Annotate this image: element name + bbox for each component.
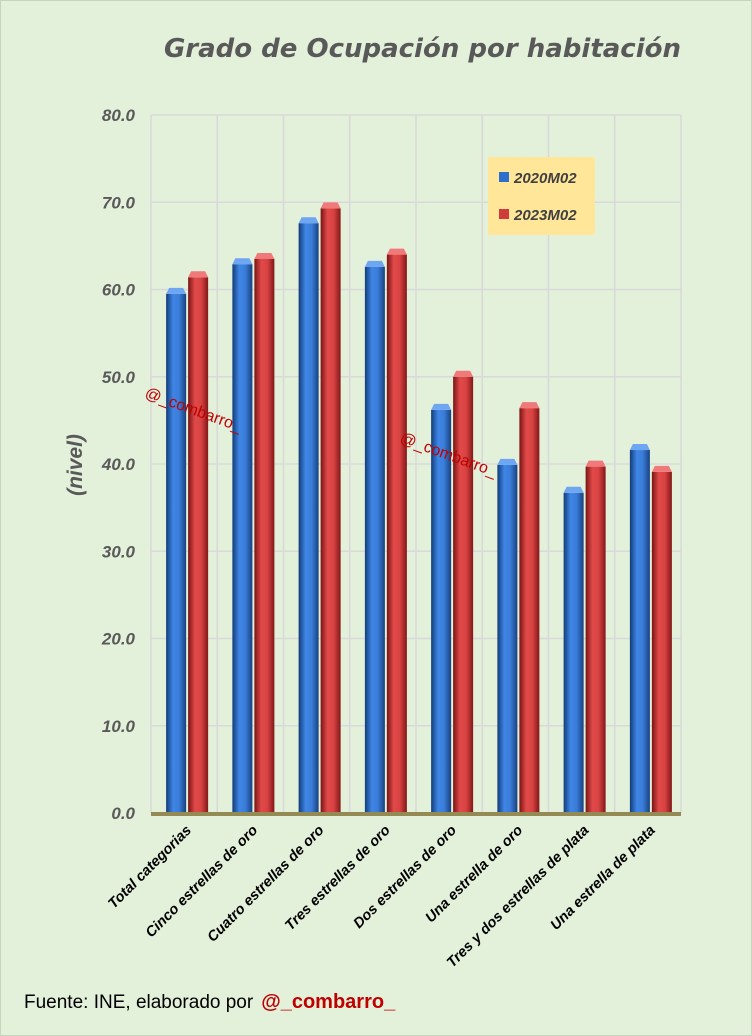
bar-cap-2023M02-8	[651, 465, 672, 472]
footer-handle: @_combarro_	[261, 991, 396, 1013]
bar-cap-2020M02-4	[364, 260, 385, 267]
bar-2020M02-7	[563, 492, 584, 813]
bar-cap-2023M02-7	[585, 460, 606, 467]
bar-2023M02-4	[386, 254, 407, 814]
bar-cap-2020M02-2	[232, 258, 253, 265]
bar-2023M02-1	[188, 277, 209, 813]
bar-cap-2023M02-2	[254, 252, 275, 259]
bar-2020M02-1	[166, 293, 187, 813]
bar-cap-2023M02-4	[386, 248, 407, 255]
bar-cap-2020M02-7	[563, 486, 584, 493]
bar-2020M02-8	[629, 450, 650, 813]
bar-cap-2023M02-1	[188, 271, 209, 278]
bar-2023M02-7	[585, 466, 606, 813]
bar-2023M02-3	[320, 208, 341, 814]
bar-cap-2020M02-6	[497, 458, 518, 465]
bar-2023M02-8	[651, 471, 672, 813]
y-tick-label: 20.0	[101, 630, 136, 649]
legend-label-2020M02: 2020M02	[513, 170, 577, 187]
y-tick-label: 40.0	[101, 455, 136, 474]
legend-box	[488, 157, 595, 235]
x-axis-line	[151, 812, 681, 816]
bar-2020M02-6	[497, 464, 518, 813]
y-tick-label: 50.0	[102, 368, 136, 387]
legend-swatch-2023M02	[499, 209, 509, 219]
legend-swatch-2020M02	[499, 172, 509, 182]
footer: Fuente: INE, elaborado por @_combarro_	[24, 991, 395, 1014]
bar-2020M02-4	[364, 266, 385, 813]
bar-2023M02-2	[254, 258, 275, 813]
y-axis-label: (nivel)	[64, 434, 87, 496]
x-category-label: Cuatro estrellas de oro	[204, 822, 327, 945]
bar-2020M02-5	[431, 409, 452, 813]
bar-2020M02-2	[232, 264, 253, 813]
y-tick-label: 30.0	[102, 542, 136, 561]
bar-cap-2023M02-3	[320, 202, 341, 209]
y-tick-label: 0.0	[111, 804, 135, 823]
bar-cap-2020M02-1	[166, 287, 187, 294]
footer-source: Fuente: INE, elaborado por	[24, 992, 254, 1013]
y-tick-label: 60.0	[102, 281, 136, 300]
x-category-label: Cinco estrellas de oro	[143, 822, 262, 941]
bar-2023M02-6	[519, 408, 540, 813]
x-category-label: Tres y dos estrellas de plata	[444, 823, 592, 971]
bar-cap-2023M02-6	[519, 402, 540, 409]
legend: 2020M02 2023M02	[488, 157, 595, 235]
y-tick-label: 80.0	[102, 106, 136, 125]
chart-title: Grado de Ocupación por habitación	[164, 34, 681, 64]
bar-cap-2023M02-5	[453, 370, 474, 377]
y-tick-label: 10.0	[102, 717, 136, 736]
bar-cap-2020M02-8	[629, 444, 650, 451]
bar-2020M02-3	[298, 223, 319, 813]
y-tick-label: 70.0	[102, 193, 136, 212]
bar-2023M02-5	[453, 376, 474, 813]
bar-cap-2020M02-3	[298, 217, 319, 224]
bar-cap-2020M02-5	[431, 403, 452, 410]
legend-label-2023M02: 2023M02	[513, 207, 577, 224]
